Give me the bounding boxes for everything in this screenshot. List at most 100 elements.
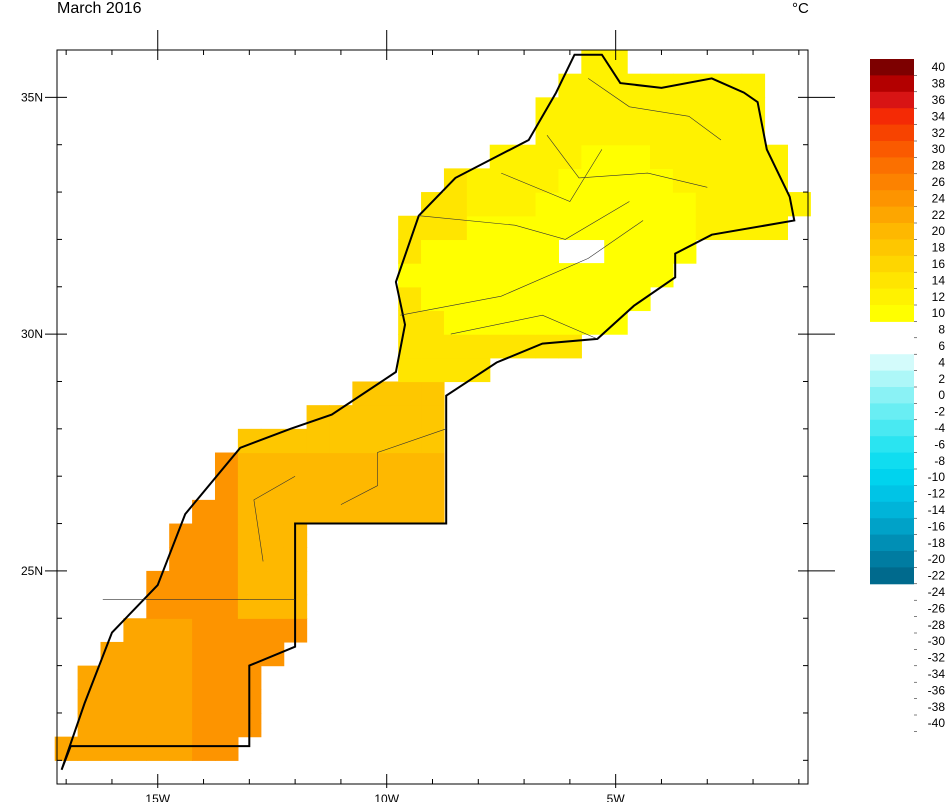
colorbar-swatch <box>870 354 914 372</box>
grid-cell <box>146 689 170 714</box>
grid-cell <box>146 618 170 643</box>
grid-cell <box>352 476 376 501</box>
colorbar-label: -18 <box>928 536 946 550</box>
grid-cell <box>352 405 376 430</box>
grid-cell <box>650 73 674 98</box>
grid-cell <box>100 689 124 714</box>
grid-cell <box>398 381 422 406</box>
grid-cell <box>489 215 514 241</box>
grid-cell <box>283 428 308 454</box>
grid-cell <box>329 476 353 501</box>
grid-cell <box>77 712 102 738</box>
grid-cell <box>764 168 788 193</box>
colorbar-label: -34 <box>928 667 946 681</box>
colorbar-label: 16 <box>932 257 946 271</box>
grid-cell <box>192 712 216 738</box>
grid-cell <box>214 712 239 738</box>
colorbar-label: 14 <box>932 273 946 287</box>
grid-cell <box>443 357 468 383</box>
unit-label: °C <box>792 0 809 17</box>
colorbar-label: 28 <box>932 159 946 173</box>
colorbar-label: 26 <box>932 175 946 189</box>
grid-cell <box>237 547 262 572</box>
grid-cell <box>421 192 445 217</box>
grid-cell <box>146 736 170 761</box>
grid-cell <box>466 286 491 312</box>
grid-cell <box>695 121 720 146</box>
grid-cell <box>398 452 422 477</box>
grid-cell <box>260 523 285 548</box>
grid-cell <box>443 263 468 288</box>
grid-cell <box>672 239 697 264</box>
grid-cell <box>398 476 422 501</box>
grid-cell <box>352 428 376 454</box>
grid-cell <box>512 334 537 359</box>
grid-cell <box>421 476 445 501</box>
grid-cell <box>443 310 468 335</box>
y-tick-label: 25N <box>21 564 43 578</box>
grid-cell <box>123 712 147 738</box>
colorbar-swatch <box>870 91 914 109</box>
grid-cell <box>398 405 422 430</box>
grid-cell <box>260 547 285 572</box>
colorbar-swatch <box>870 124 914 142</box>
grid-cell <box>306 405 331 430</box>
colorbar-label: -38 <box>928 700 946 714</box>
grid-cell <box>192 689 216 714</box>
x-tick-label: 5W <box>607 792 626 802</box>
grid-cell <box>352 499 376 525</box>
colorbar-label: -30 <box>928 634 946 648</box>
region-border <box>450 314 598 340</box>
grid-cell <box>604 239 628 264</box>
colorbar-label: -22 <box>928 569 946 583</box>
grid-cell <box>512 168 537 193</box>
grid-cell <box>604 263 628 288</box>
colorbar-swatch <box>870 305 914 322</box>
colorbar-swatch <box>870 403 914 421</box>
grid-cell <box>695 73 720 98</box>
grid-cell <box>466 263 491 288</box>
grid-cell <box>535 144 560 169</box>
grid-cell <box>741 168 766 193</box>
grid-cell <box>650 97 674 122</box>
grid-cell <box>535 239 560 264</box>
colorbar-label: -6 <box>934 437 945 451</box>
colorbar-label: 36 <box>932 93 946 107</box>
grid-cell <box>169 570 193 596</box>
grid-cell <box>421 310 445 335</box>
grid-cell <box>214 476 239 501</box>
colorbar-swatch <box>870 157 914 175</box>
grid-cell <box>512 192 537 217</box>
colorbar-label: 8 <box>938 323 945 337</box>
colorbar-label: -40 <box>928 716 946 730</box>
colorbar: 4038363432302826242220181614121086420-2-… <box>870 59 946 732</box>
colorbar-swatch <box>870 551 914 568</box>
country-borders <box>60 53 796 771</box>
grid-cell <box>169 547 193 572</box>
grid-cell <box>535 168 560 193</box>
grid-cell <box>421 381 445 406</box>
colorbar-label: 2 <box>938 372 945 386</box>
grid-cell <box>443 286 468 312</box>
grid-cell <box>466 334 491 359</box>
grid-cell <box>260 452 285 477</box>
grid-cell <box>421 405 445 430</box>
y-tick-label: 30N <box>21 327 43 341</box>
grid-cell <box>672 73 697 98</box>
grid-cell <box>627 97 651 122</box>
x-tick-label: 10W <box>374 792 399 802</box>
x-tick-label: 15W <box>145 792 170 802</box>
grid-cell <box>375 405 399 430</box>
x-axis-ticks: 15W 10W 5W <box>65 30 800 802</box>
grid-cell <box>604 192 628 217</box>
grid-cell <box>283 476 308 501</box>
grid-cell <box>214 641 239 667</box>
grid-cell <box>535 310 560 335</box>
grid-cell <box>489 310 514 335</box>
colorbar-swatch <box>870 59 914 76</box>
grid-cell <box>214 499 239 525</box>
grid-cell <box>672 121 697 146</box>
grid-cell <box>192 547 216 572</box>
grid-cell <box>558 263 582 288</box>
grid-cell <box>650 263 674 288</box>
